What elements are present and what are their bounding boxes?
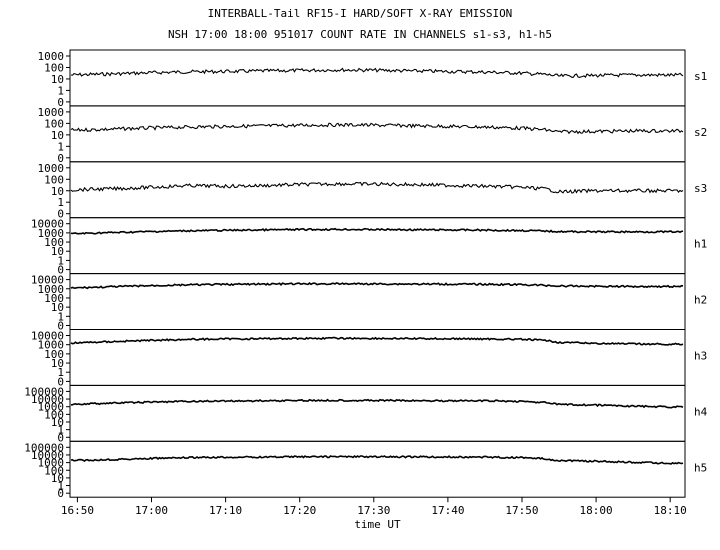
- y-tick-label-s2: 1000: [38, 106, 65, 119]
- y-tick-label-h1: 10000: [31, 218, 64, 231]
- series-line-s1: [70, 67, 684, 78]
- y-tick-label-h2: 1000: [38, 283, 65, 296]
- panel-frame-h3: [69, 329, 686, 386]
- y-tick-label-h5: 100: [44, 464, 64, 477]
- y-tick-label-h5: 1000: [38, 457, 65, 470]
- y-tick-label-s1: 0: [57, 96, 64, 109]
- y-tick-label-s2: 100: [44, 117, 64, 130]
- y-tick-label-s3: 10: [51, 185, 64, 198]
- y-tick-label-h2: 1: [57, 310, 64, 323]
- panel-frame-s3: [69, 161, 686, 219]
- y-tick-label-h3: 0: [57, 375, 64, 388]
- y-tick-label-s1: 10: [51, 73, 64, 86]
- y-tick-label-s3: 1000: [38, 162, 65, 175]
- y-tick-label-s3: 0: [57, 208, 64, 221]
- y-tick-label-h2: 10000: [31, 274, 64, 287]
- series-line-h2: [70, 282, 684, 290]
- y-tick-label-h1: 1: [57, 254, 64, 267]
- y-tick-label-s3: 1: [57, 196, 64, 209]
- channel-label-h5: h5: [694, 461, 707, 474]
- y-tick-label-s2: 10: [51, 129, 64, 142]
- x-tick-label: 17:30: [357, 504, 390, 517]
- y-tick-label-s1: 1000: [38, 50, 65, 63]
- x-tick-label: 17:50: [505, 504, 538, 517]
- x-tick-label: 18:00: [580, 504, 613, 517]
- y-tick-label-h5: 0: [57, 487, 64, 500]
- panel-frame-s1: [69, 49, 686, 107]
- y-tick-label-h4: 100000: [24, 385, 64, 398]
- x-axis-label: time UT: [354, 518, 401, 531]
- y-tick-label-h5: 1: [57, 480, 64, 493]
- panel-frame-s2: [69, 105, 686, 163]
- y-tick-label-h1: 1000: [38, 227, 65, 240]
- panel-frame-h5: [69, 440, 686, 498]
- chart-title: INTERBALL-Tail RF15-I HARD/SOFT X-RAY EM…: [207, 7, 513, 20]
- series-line-h4: [70, 398, 684, 409]
- x-tick-label: 17:20: [283, 504, 316, 517]
- series-line-h5: [70, 454, 684, 465]
- channel-label-h1: h1: [694, 238, 707, 251]
- x-tick-label: 17:40: [431, 504, 464, 517]
- y-tick-label-h5: 10000: [31, 449, 64, 462]
- y-tick-label-h1: 10: [51, 245, 64, 258]
- y-tick-label-h1: 100: [44, 236, 64, 249]
- y-tick-label-s2: 0: [57, 152, 64, 165]
- y-tick-label-s3: 100: [44, 173, 64, 186]
- series-line-h3: [70, 336, 684, 346]
- y-tick-label-h4: 100: [44, 408, 64, 421]
- y-tick-label-h5: 100000: [24, 441, 64, 454]
- panel-frame-h2: [69, 273, 686, 331]
- y-tick-label-h5: 10: [51, 472, 64, 485]
- y-tick-label-h4: 10000: [31, 393, 64, 406]
- y-tick-label-s1: 1: [57, 84, 64, 97]
- series-line-h1: [70, 227, 684, 235]
- y-tick-label-h3: 100: [44, 348, 64, 361]
- y-tick-label-h3: 1: [57, 366, 64, 379]
- y-tick-label-h2: 0: [57, 320, 64, 333]
- x-tick-label: 18:10: [654, 504, 687, 517]
- channel-label-h4: h4: [694, 405, 708, 418]
- series-line-s3: [70, 181, 684, 194]
- y-tick-label-h2: 100: [44, 292, 64, 305]
- panel-frame-h1: [69, 217, 686, 275]
- x-tick-label: 16:50: [61, 504, 94, 517]
- panel-frame-h4: [69, 384, 686, 442]
- channel-label-h2: h2: [694, 294, 707, 307]
- y-tick-label-h3: 10000: [31, 330, 64, 343]
- y-tick-label-s1: 100: [44, 61, 64, 74]
- x-tick-label: 17:00: [135, 504, 168, 517]
- channel-label-s2: s2: [694, 126, 707, 139]
- y-tick-label-h4: 10: [51, 416, 64, 429]
- y-tick-label-h3: 1000: [38, 339, 65, 352]
- x-tick-label: 17:10: [209, 504, 242, 517]
- y-tick-label-h2: 10: [51, 301, 64, 314]
- channel-label-s3: s3: [694, 182, 707, 195]
- chart-subtitle: NSH 17:00 18:00 951017 COUNT RATE IN CHA…: [167, 28, 553, 41]
- y-tick-label-h3: 10: [51, 357, 64, 370]
- channel-label-s1: s1: [694, 70, 707, 83]
- y-tick-label-h4: 1: [57, 424, 64, 437]
- y-tick-label-h4: 1000: [38, 401, 65, 414]
- y-tick-label-s2: 1: [57, 140, 64, 153]
- channel-label-h3: h3: [694, 349, 707, 362]
- y-tick-label-h1: 0: [57, 264, 64, 277]
- y-tick-label-h4: 0: [57, 431, 64, 444]
- series-line-s2: [70, 122, 684, 135]
